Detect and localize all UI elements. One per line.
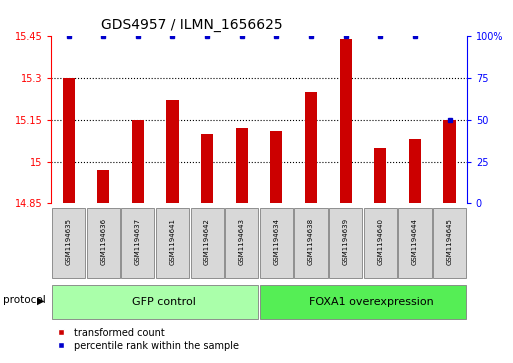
Bar bbox=[225, 208, 259, 278]
Bar bbox=[166, 100, 179, 203]
Bar bbox=[409, 139, 421, 203]
Bar bbox=[398, 208, 431, 278]
Text: GSM1194642: GSM1194642 bbox=[204, 218, 210, 265]
Legend: transformed count, percentile rank within the sample: transformed count, percentile rank withi… bbox=[56, 328, 239, 351]
Text: GSM1194640: GSM1194640 bbox=[377, 218, 383, 265]
Text: GFP control: GFP control bbox=[132, 297, 196, 307]
Bar bbox=[235, 128, 248, 203]
Text: GDS4957 / ILMN_1656625: GDS4957 / ILMN_1656625 bbox=[101, 19, 283, 33]
Bar bbox=[260, 285, 466, 319]
Bar bbox=[190, 208, 224, 278]
Bar bbox=[270, 131, 283, 203]
Bar bbox=[443, 120, 456, 203]
Text: GSM1194634: GSM1194634 bbox=[273, 218, 280, 265]
Bar bbox=[340, 39, 352, 203]
Bar bbox=[97, 170, 109, 203]
Text: GSM1194644: GSM1194644 bbox=[412, 218, 418, 265]
Bar bbox=[156, 208, 189, 278]
Text: GSM1194639: GSM1194639 bbox=[343, 218, 349, 265]
Bar bbox=[305, 92, 317, 203]
Text: FOXA1 overexpression: FOXA1 overexpression bbox=[308, 297, 433, 307]
Bar bbox=[52, 208, 85, 278]
Bar bbox=[364, 208, 397, 278]
Text: GSM1194637: GSM1194637 bbox=[135, 218, 141, 265]
Text: ▶: ▶ bbox=[37, 295, 45, 305]
Bar bbox=[374, 148, 386, 203]
Text: GSM1194645: GSM1194645 bbox=[446, 218, 452, 265]
Text: GSM1194643: GSM1194643 bbox=[239, 218, 245, 265]
Bar bbox=[260, 208, 293, 278]
Text: GSM1194635: GSM1194635 bbox=[66, 218, 72, 265]
Bar bbox=[121, 208, 154, 278]
Bar bbox=[294, 208, 328, 278]
Bar bbox=[132, 120, 144, 203]
Text: GSM1194641: GSM1194641 bbox=[169, 218, 175, 265]
Bar bbox=[87, 208, 120, 278]
Text: GSM1194638: GSM1194638 bbox=[308, 218, 314, 265]
Bar bbox=[52, 285, 259, 319]
Text: protocol: protocol bbox=[3, 295, 45, 305]
Bar bbox=[329, 208, 362, 278]
Bar bbox=[201, 134, 213, 203]
Bar bbox=[63, 78, 75, 203]
Bar bbox=[433, 208, 466, 278]
Text: GSM1194636: GSM1194636 bbox=[100, 218, 106, 265]
